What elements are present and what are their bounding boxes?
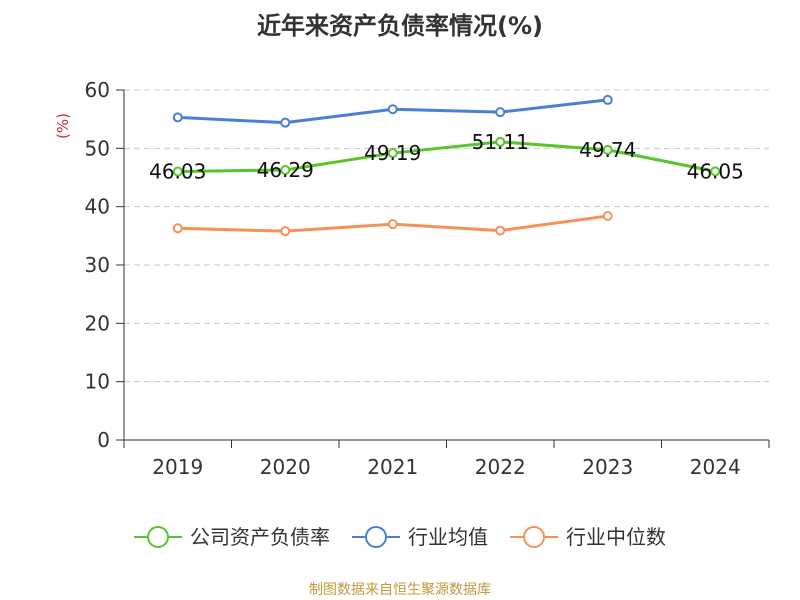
- data-label: 49.74: [579, 138, 636, 162]
- data-point: [602, 144, 613, 155]
- data-point: [495, 136, 506, 147]
- data-point: [495, 107, 506, 118]
- x-tick-label: 2020: [260, 455, 311, 479]
- grid-lines: [124, 89, 769, 383]
- legend-marker: [523, 526, 545, 548]
- x-tick-label: 2021: [367, 455, 418, 479]
- data-point: [280, 226, 291, 237]
- data-point: [172, 112, 183, 123]
- y-tick-label: 0: [97, 428, 110, 452]
- legend-marker: [147, 526, 169, 548]
- x-tick-label: 2023: [582, 455, 633, 479]
- data-label: 49.19: [364, 141, 421, 165]
- y-tick-label: 50: [85, 136, 110, 160]
- data-labels: 46.03 46.29 49.19 51.11 49.74 46.05: [149, 130, 744, 184]
- source-note: 制图数据来自恒生聚源数据库: [309, 582, 491, 598]
- x-tick-label: 2022: [475, 455, 526, 479]
- x-tick-label: 2019: [152, 455, 203, 479]
- series-line: [176, 140, 717, 173]
- data-point: [280, 117, 291, 128]
- legend-label: 行业中位数: [566, 525, 666, 549]
- legend-marker: [365, 526, 387, 548]
- data-label: 46.29: [257, 158, 314, 182]
- data-label: 51.11: [472, 130, 529, 154]
- data-point: [387, 219, 398, 230]
- data-point: [387, 104, 398, 115]
- data-point: [172, 166, 183, 177]
- data-point: [710, 166, 721, 177]
- chart-title: 近年来资产负债率情况(%): [257, 12, 543, 40]
- data-point: [602, 94, 613, 105]
- data-point: [495, 225, 506, 236]
- data-point: [602, 211, 613, 221]
- series-lines: [172, 94, 721, 237]
- data-point: [280, 164, 291, 175]
- legend-label: 公司资产负债率: [190, 525, 330, 549]
- data-label: 46.05: [687, 159, 744, 183]
- y-tick-label: 30: [85, 253, 110, 277]
- x-tick-label: 2024: [690, 455, 741, 479]
- data-label: 46.03: [149, 159, 206, 183]
- y-tick-label: 60: [85, 78, 110, 102]
- legend-label: 行业均值: [408, 525, 488, 549]
- y-tick-label: 40: [85, 195, 110, 219]
- data-point: [387, 148, 398, 159]
- y-tick-label: 10: [85, 370, 110, 394]
- legend: 公司资产负债率 行业均值 行业中位数: [134, 525, 666, 549]
- y-axis-unit-label: (%): [54, 113, 72, 139]
- data-point: [172, 223, 183, 234]
- axes: 0 10 20 30 40 50 60 2019 2020 2021 2022 2023 2024: [85, 78, 770, 479]
- y-tick-label: 20: [85, 311, 110, 335]
